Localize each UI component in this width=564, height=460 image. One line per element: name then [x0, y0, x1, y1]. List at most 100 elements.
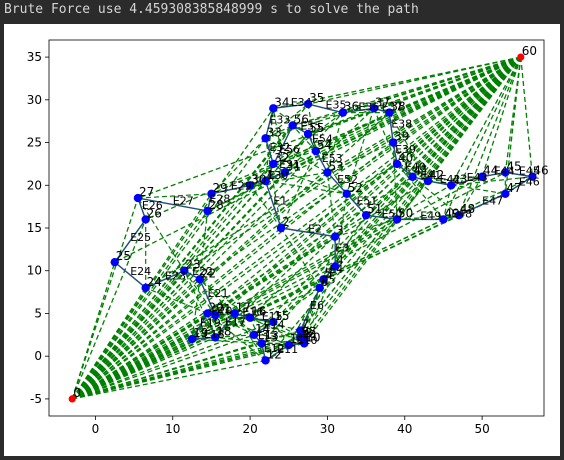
node-2: [276, 223, 286, 233]
node-label: 9: [301, 324, 309, 338]
edge-e2: [280, 227, 336, 238]
node-label: 21: [216, 302, 231, 316]
label-layer: E1E2E3E4E5E6E7E8E9E10E11E12E13E14E15E16E…: [73, 44, 548, 400]
edge-e38: [388, 112, 394, 143]
path-segment: [520, 57, 534, 177]
path-segment: [303, 287, 321, 340]
path-segment: [210, 137, 266, 195]
node-50: [392, 215, 402, 224]
node-label: 33: [267, 125, 282, 139]
node-label: 25: [116, 249, 131, 263]
edge-label: E8: [302, 328, 316, 341]
node-26: [141, 215, 150, 224]
path-segment: [396, 56, 522, 220]
node-label: 34: [274, 95, 289, 109]
path-segment: [214, 56, 522, 338]
edge-e29: [211, 184, 251, 195]
path-segment: [71, 197, 139, 400]
node-label: 31: [286, 159, 301, 173]
node-label: 7: [301, 318, 309, 332]
edge-e6: [299, 287, 321, 331]
node-11: [284, 340, 293, 350]
edge-e33: [264, 108, 274, 139]
path-segment: [264, 138, 282, 229]
edge-e45: [505, 171, 533, 178]
network-plot: E1E2E3E4E5E6E7E8E9E10E11E12E13E14E15E16E…: [27, 39, 549, 436]
path-segment: [71, 133, 309, 400]
path-segment: [450, 56, 522, 186]
plot-figure: E1 E2 E3 E4 E5 E6 E7 E8 E9 E10 E11 E12 E13 E14 E15 E16 E…: [4, 24, 560, 456]
node-label: 30: [251, 172, 266, 186]
path-segment: [184, 56, 522, 272]
node-34: [269, 104, 278, 113]
node-label: 20: [209, 300, 224, 314]
path-segment: [442, 56, 522, 220]
node-label: 28: [209, 198, 224, 212]
node-label: 11: [290, 332, 305, 346]
path-segment: [71, 137, 267, 400]
edge-label: E6: [310, 299, 324, 312]
path-segment: [392, 56, 522, 144]
path-segment: [307, 133, 348, 195]
edge-label: E9: [302, 330, 316, 343]
path-segment: [71, 287, 320, 400]
path-segment: [284, 171, 347, 195]
node-4: [330, 262, 340, 271]
edge-label: E4: [329, 263, 343, 276]
node-label: 32: [274, 151, 289, 165]
edge-label: E17: [225, 315, 246, 328]
path-segment: [397, 214, 459, 221]
path-segment: [71, 219, 147, 400]
path-segment: [249, 56, 522, 319]
path-segment: [71, 278, 201, 400]
edge-e35: [307, 103, 344, 114]
edge-label: E12: [264, 342, 285, 355]
path-segment: [71, 218, 398, 400]
path-segment: [249, 317, 305, 344]
dashed-path-layer: [71, 56, 534, 400]
path-segment: [365, 176, 413, 216]
edge-label: E7: [302, 325, 316, 338]
path-segment: [192, 338, 262, 344]
node-20: [203, 309, 212, 318]
path-segment: [249, 317, 263, 344]
node-3: [330, 232, 340, 241]
path-segment: [215, 336, 289, 346]
path-segment: [71, 176, 413, 400]
path-segment: [288, 287, 321, 346]
edge-e52: [326, 171, 348, 195]
edge-e32: [264, 138, 274, 165]
path-segment: [207, 56, 522, 314]
path-segment: [183, 270, 216, 338]
node-label: 10: [305, 330, 320, 344]
edge-label: E42: [440, 173, 461, 186]
node-label: 14: [255, 322, 270, 336]
y-tick-label: 35: [27, 50, 42, 64]
edge-label: E15: [262, 310, 283, 323]
edge-label: E2: [308, 222, 322, 235]
node-label: 49: [444, 206, 459, 220]
path-segment: [299, 56, 522, 338]
node-35: [303, 99, 313, 109]
edge-label: E56: [279, 143, 300, 156]
node-label: 22: [201, 266, 216, 280]
path-segment: [72, 344, 289, 400]
node-label: 12: [267, 347, 282, 361]
node-label: 36: [344, 100, 359, 114]
y-tick-label: 10: [27, 264, 42, 278]
node-label: 35: [309, 91, 324, 105]
node-label: 37: [375, 95, 390, 109]
edge-label: E29: [231, 180, 252, 193]
edge-label: E30: [267, 169, 288, 182]
path-segment: [199, 278, 251, 319]
node-17: [230, 309, 239, 318]
path-segment: [342, 56, 521, 114]
edge-e50: [366, 214, 398, 221]
node-10: [300, 339, 309, 348]
node-5: [319, 275, 328, 284]
edge-label: E35: [326, 98, 347, 111]
node-label: 29: [212, 181, 227, 195]
path-segment: [71, 214, 367, 400]
node-28: [203, 206, 212, 216]
path-segment: [215, 314, 289, 346]
